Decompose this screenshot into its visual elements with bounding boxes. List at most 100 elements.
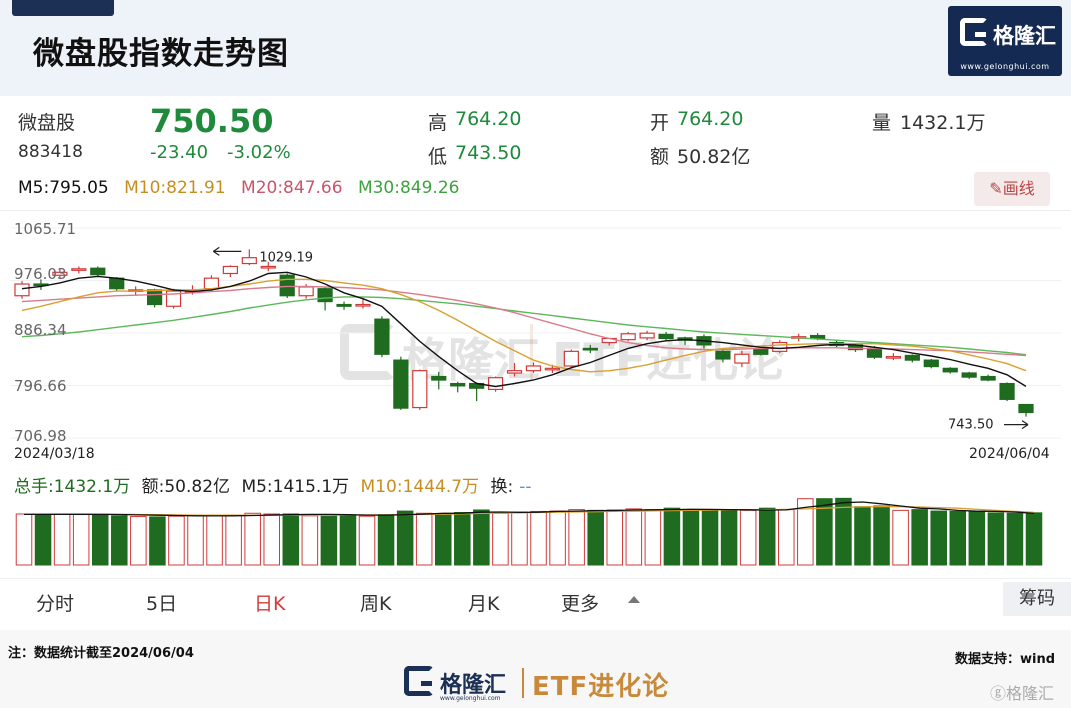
volume-bar xyxy=(377,514,395,566)
ma30-legend: M30:849.26 xyxy=(357,178,460,198)
period-tabs: 分时 5日 日K 周K 月K 更多 xyxy=(0,578,1071,622)
candle xyxy=(14,283,30,297)
volume-bar xyxy=(892,509,909,566)
volume-bar xyxy=(492,512,509,566)
brand-url: www.gelonghui.com xyxy=(960,62,1050,71)
candle xyxy=(582,347,598,351)
volume-bar xyxy=(701,509,719,566)
candle xyxy=(203,277,220,290)
vol-ma5-line xyxy=(24,501,1035,517)
candle xyxy=(620,333,636,341)
footer-logo-url: www.gelonghui.com xyxy=(440,695,501,702)
volume-bar xyxy=(301,515,319,566)
volume-bar xyxy=(53,513,71,566)
g-logo-icon xyxy=(404,666,434,696)
footer-logo-name: 格隆汇 xyxy=(440,673,507,698)
volume-bar xyxy=(777,509,795,566)
brand-name: 格隆汇 xyxy=(993,24,1056,48)
candle xyxy=(52,271,68,276)
high-label: 高 xyxy=(428,112,448,134)
candle xyxy=(431,375,447,381)
candle xyxy=(639,332,655,339)
volume-bar xyxy=(968,510,986,566)
candle xyxy=(336,303,352,307)
tab-daily-k[interactable]: 日K xyxy=(254,593,286,615)
candle xyxy=(942,367,958,373)
volume-bar xyxy=(396,510,414,566)
expand-up-icon[interactable] xyxy=(628,596,640,603)
price-change: -23.40 xyxy=(150,142,209,163)
volume-bar xyxy=(682,509,700,566)
volume-bar xyxy=(72,514,90,566)
volume-bar xyxy=(1006,512,1024,566)
volume-bar xyxy=(225,514,242,566)
candle xyxy=(90,267,106,276)
candle xyxy=(298,286,314,297)
y-tick-label: 976.03 xyxy=(14,265,67,283)
vol-amount: 额:50.82亿 xyxy=(141,477,231,497)
g-logo-icon xyxy=(960,18,988,46)
volume-bar xyxy=(149,516,166,566)
candle xyxy=(241,257,257,265)
volume-chart[interactable] xyxy=(0,495,1071,575)
volume-bar xyxy=(206,515,223,566)
ma10-line xyxy=(21,278,1027,373)
candle xyxy=(1018,403,1034,414)
volume-legend: 总手:1432.1万 额:50.82亿 M5:1415.1万 M10:1444.… xyxy=(14,477,532,497)
candle xyxy=(904,354,920,361)
draw-line-button[interactable]: ✎画线 xyxy=(974,172,1050,206)
volume-bar xyxy=(739,509,757,566)
volume-bar xyxy=(15,513,33,566)
volume-bar xyxy=(587,509,604,566)
volume-bar xyxy=(625,508,643,566)
tab-more[interactable]: 更多 xyxy=(561,593,600,615)
volume-bar xyxy=(663,507,681,566)
header-bar: 微盘股指数走势图 格隆汇 www.gelonghui.com xyxy=(0,0,1071,96)
low-label: 低 xyxy=(428,146,448,168)
tab-intraday[interactable]: 分时 xyxy=(36,593,75,615)
vol-total: 总手:1432.1万 xyxy=(14,477,131,497)
ma5-legend: M5:795.05 xyxy=(18,178,109,198)
candle xyxy=(961,372,977,378)
end-date: 2024/06/04 xyxy=(969,446,1050,462)
candle xyxy=(487,377,504,391)
candle xyxy=(980,375,996,381)
kline-chart[interactable]: 1029.19 743.50 xyxy=(0,210,1071,445)
tab-weekly-k[interactable]: 周K xyxy=(360,593,392,615)
candle xyxy=(866,347,883,358)
candle xyxy=(658,333,674,340)
candle xyxy=(734,353,750,364)
candle xyxy=(109,277,125,290)
min-label: 743.50 xyxy=(948,418,994,433)
volume-bar xyxy=(930,510,947,566)
ma20-line xyxy=(21,285,1027,357)
vol-m5: M5:1415.1万 xyxy=(241,477,350,497)
max-label: 1029.19 xyxy=(259,250,313,265)
volume-bar xyxy=(644,509,662,566)
divider xyxy=(0,210,1071,211)
min-arrow-head xyxy=(1021,420,1029,430)
volume-bar xyxy=(339,514,357,566)
quote-panel: 微盘股 883418 750.50 -23.40 -3.02% 高 764.20… xyxy=(0,96,1071,172)
open-label: 开 xyxy=(650,112,670,134)
y-tick-label: 886.34 xyxy=(14,321,67,339)
chips-button[interactable]: 筹码 xyxy=(1003,582,1071,616)
volume-bar xyxy=(434,513,452,566)
volume-bar xyxy=(282,513,300,566)
amount-value: 50.82亿 xyxy=(677,146,751,168)
volume-bar xyxy=(130,516,147,566)
current-price: 750.50 xyxy=(150,102,274,140)
candle xyxy=(999,382,1015,400)
footer xyxy=(0,630,1071,708)
tab-5day[interactable]: 5日 xyxy=(146,593,178,615)
data-source: 数据支持：wind xyxy=(955,652,1056,667)
y-tick-label: 1065.71 xyxy=(14,220,77,238)
ma10-legend: M10:821.91 xyxy=(124,178,226,198)
volume-bar xyxy=(91,513,109,566)
candle xyxy=(165,290,182,307)
header-tab-accent xyxy=(12,0,114,16)
max-arrow-head xyxy=(212,246,220,256)
tab-monthly-k[interactable]: 月K xyxy=(468,593,500,615)
brand-logo: 格隆汇 www.gelonghui.com xyxy=(948,6,1062,76)
ma20-legend: M20:847.66 xyxy=(241,178,343,198)
